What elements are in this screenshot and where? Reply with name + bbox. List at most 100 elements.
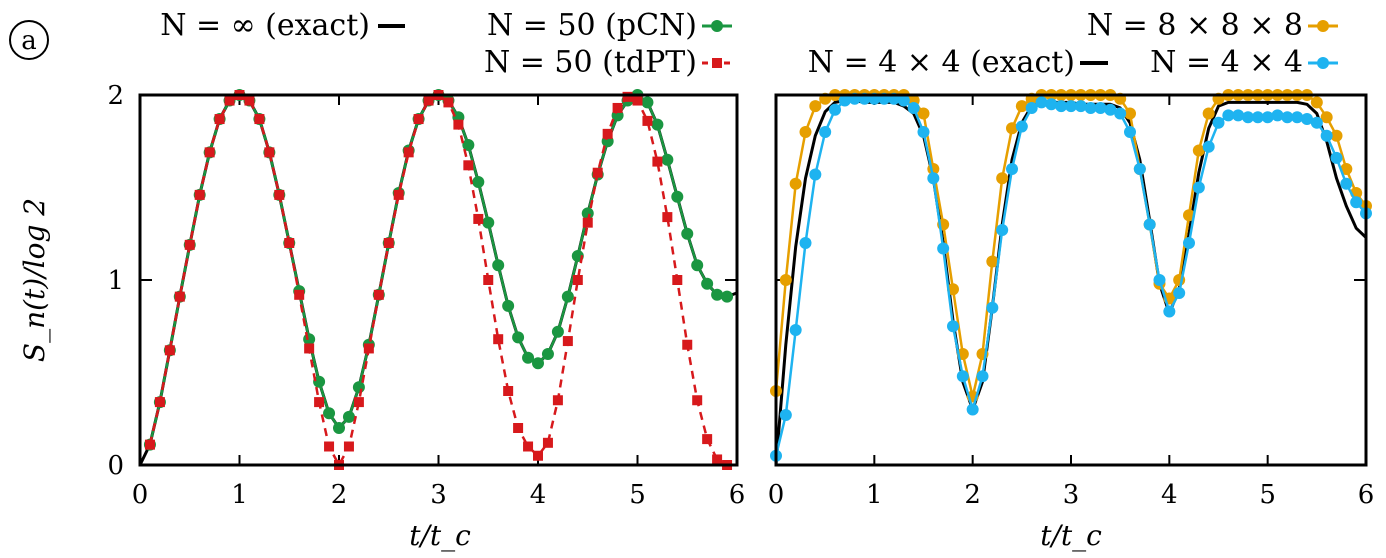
data-point-pcn [492, 259, 505, 272]
data-point-tdpt [562, 336, 573, 347]
data-point-4x4 [1124, 126, 1136, 138]
x-tick-label-right: 2 [964, 480, 981, 510]
data-point-tdpt [582, 217, 593, 228]
data-point-tdpt [523, 441, 534, 452]
data-point-pcn [323, 407, 336, 420]
data-point-pcn [462, 138, 475, 151]
data-point-4x4 [1035, 96, 1048, 109]
data-point-tdpt [304, 343, 315, 354]
data-point-tdpt [692, 395, 703, 406]
data-point-pcn [352, 381, 365, 394]
data-point-tdpt [483, 275, 494, 285]
data-point-4x4 [1055, 100, 1068, 113]
legend-label-exact: N = ∞ (exact) [160, 8, 370, 43]
series-line-8x8x8 [774, 93, 1367, 398]
x-tick-label-right: 6 [1358, 480, 1375, 510]
data-point-tdpt [413, 114, 424, 125]
data-point-4x4 [927, 172, 940, 185]
data-point-tdpt [184, 239, 195, 250]
data-point-tdpt [642, 115, 653, 126]
data-point-tdpt [403, 147, 414, 158]
x-tick-label-right: 5 [1259, 480, 1276, 510]
x-axis-title-left: t/t_c [409, 519, 471, 552]
data-point-tdpt [592, 167, 603, 178]
data-point-tdpt [503, 386, 514, 396]
data-point-8x8x8 [779, 274, 792, 286]
data-point-4x4 [1192, 181, 1205, 194]
data-point-tdpt [264, 147, 275, 158]
data-point-4x4 [1212, 116, 1225, 129]
data-point-4x4 [1251, 111, 1264, 124]
data-point-pcn [472, 175, 485, 188]
data-point-tdpt [284, 238, 295, 248]
plot-right: 0 1 2 3 4 5 6 [768, 89, 1375, 510]
data-point-4x4 [829, 103, 841, 116]
y-tick-label-left: 2 [107, 81, 124, 111]
data-point-tdpt [383, 238, 394, 248]
y-tick-label-left: 0 [107, 451, 124, 481]
legend-marker-tdpt [712, 58, 722, 68]
data-point-pcn [651, 118, 664, 131]
panel-label-circle [9, 20, 49, 60]
legend-marker-4x4 [1317, 57, 1329, 69]
data-point-4x4 [1202, 140, 1215, 153]
legend-marker-pcn [711, 20, 723, 32]
data-point-8x8x8 [1192, 144, 1205, 157]
data-point-4x4 [1173, 286, 1186, 299]
axis-ticks-left: 0 1 2 3 4 5 6 0 1 2 [107, 81, 745, 510]
data-point-tdpt [324, 441, 335, 452]
data-point-8x8x8 [1015, 100, 1028, 113]
plot-frame-left [138, 93, 739, 467]
data-point-8x8x8 [789, 177, 802, 190]
data-point-8x8x8 [1340, 163, 1353, 175]
data-point-pcn [721, 290, 734, 303]
data-point-4x4 [986, 301, 999, 314]
data-point-pcn [681, 227, 694, 240]
data-point-8x8x8 [1330, 129, 1343, 142]
x-tick-label-right: 3 [1063, 480, 1080, 510]
data-point-4x4 [1015, 120, 1028, 133]
data-point-tdpt [373, 289, 384, 300]
data-point-pcn [342, 410, 355, 423]
data-point-tdpt [453, 119, 464, 130]
x-axis-title-right: t/t_c [1040, 519, 1102, 552]
data-point-8x8x8 [1320, 111, 1333, 124]
data-point-4x4 [947, 320, 959, 333]
data-point-4x4 [1261, 111, 1274, 124]
data-point-4x4 [1025, 101, 1038, 114]
series-line-exact [138, 93, 738, 466]
data-point-pcn [541, 348, 554, 360]
data-point-8x8x8 [1183, 209, 1195, 222]
data-point-tdpt [622, 91, 633, 102]
data-point-4x4 [1232, 109, 1245, 122]
data-point-tdpt [662, 212, 673, 223]
data-point-tdpt [194, 189, 205, 200]
data-point-pcn [522, 351, 535, 364]
data-point-pcn [581, 207, 594, 220]
data-point-8x8x8 [1006, 122, 1018, 135]
data-point-4x4 [799, 237, 812, 249]
data-point-tdpt [552, 395, 563, 406]
axis-ticks-right: 0 1 2 3 4 5 6 [768, 94, 1375, 510]
data-point-tdpt [712, 454, 723, 465]
data-point-tdpt [353, 397, 364, 408]
data-point-tdpt [443, 97, 454, 108]
x-tick-label-left: 3 [430, 480, 447, 510]
data-point-pcn [551, 325, 564, 338]
x-tick-label-left: 4 [530, 480, 547, 510]
x-tick-label-left: 6 [729, 480, 746, 510]
data-point-tdpt [244, 95, 255, 106]
y-tick-label-left: 1 [107, 266, 124, 296]
data-point-4x4 [1350, 196, 1363, 209]
x-tick-label-right: 1 [866, 480, 883, 510]
data-point-tdpt [294, 289, 305, 300]
data-point-4x4 [1301, 113, 1313, 126]
data-point-tdpt [463, 160, 474, 171]
data-point-tdpt [682, 339, 693, 350]
data-point-4x4 [1340, 177, 1353, 190]
data-point-tdpt [702, 434, 713, 445]
data-point-tdpt [164, 345, 175, 356]
y-axis-title: S_n(t)/log 2 [18, 198, 51, 362]
data-point-4x4 [1133, 163, 1146, 175]
data-point-4x4 [789, 323, 802, 336]
